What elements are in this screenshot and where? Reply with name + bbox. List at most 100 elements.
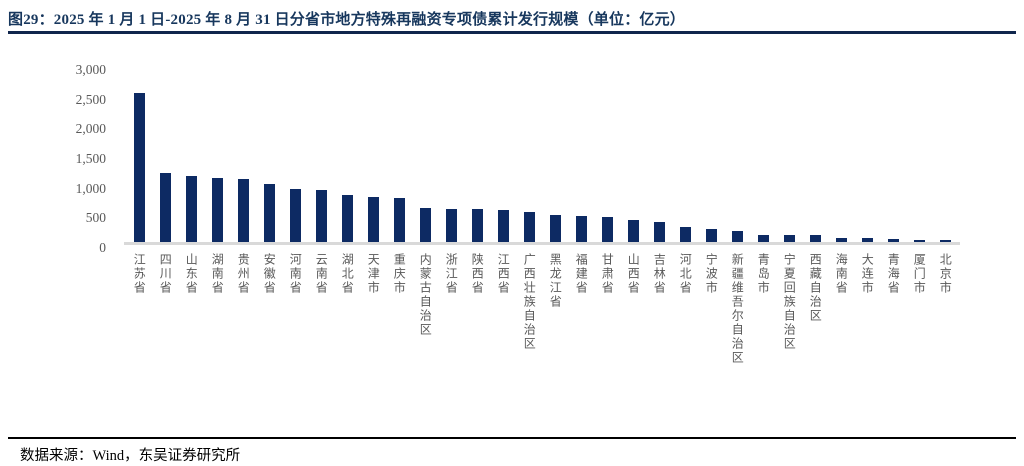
x-tick-label: 湖北省 [340, 253, 355, 295]
y-tick-label: 0 [99, 240, 106, 255]
x-tick-label: 山东省 [184, 253, 199, 295]
x-label-column: 四川省 [152, 253, 178, 365]
x-tick-label: 安徽省 [262, 253, 277, 295]
x-tick-label: 黑龙江省 [548, 253, 563, 309]
x-label-column: 宁夏回族自治区 [776, 253, 802, 365]
x-tick-label: 青海省 [886, 253, 901, 295]
bar-重庆市 [393, 197, 405, 242]
bar-column [620, 67, 646, 242]
x-tick-label: 海南省 [834, 253, 849, 295]
y-tick-label: 3,000 [75, 62, 106, 77]
bar-column [516, 67, 542, 242]
bar-宁夏回族自治区 [783, 235, 795, 242]
x-tick-label: 四川省 [158, 253, 173, 295]
bar-column [646, 67, 672, 242]
bar-北京市 [939, 240, 951, 242]
bar-青海省 [887, 239, 899, 242]
bar-江西省 [497, 209, 509, 242]
bar-宁波市 [705, 228, 717, 242]
x-tick-label: 浙江省 [444, 253, 459, 295]
x-label-column: 浙江省 [438, 253, 464, 365]
bar-column [490, 67, 516, 242]
x-axis-labels: 江苏省 四川省 山东省 湖南省 贵州省 安徽省 河南省 云南省 湖北省 天津市 重庆市 内蒙古自治区浙… [124, 253, 960, 365]
bar-大连市 [861, 237, 873, 242]
bar-column [256, 67, 282, 242]
title-divider-line [8, 31, 1016, 34]
x-tick-label: 陕西省 [470, 253, 485, 295]
x-tick-label: 甘肃省 [600, 253, 615, 295]
bar-陕西省 [471, 208, 483, 242]
x-label-column: 河北省 [672, 253, 698, 365]
bar-column [906, 67, 932, 242]
bar-column [464, 67, 490, 242]
y-tick-label: 2,000 [75, 121, 106, 137]
bar-column [386, 67, 412, 242]
x-label-column: 山东省 [178, 253, 204, 365]
x-label-column: 湖北省 [334, 253, 360, 365]
bar-湖南省 [211, 177, 223, 242]
x-tick-label: 重庆市 [392, 253, 407, 295]
bar-西藏自治区 [809, 235, 821, 242]
bar-江苏省 [133, 93, 145, 242]
x-label-column: 海南省 [828, 253, 854, 365]
figure-title: 图29：2025 年 1 月 1 日-2025 年 8 月 31 日分省市地方特… [8, 12, 685, 28]
bar-column [412, 67, 438, 242]
bar-湖北省 [341, 195, 353, 242]
x-label-column: 青海省 [880, 253, 906, 365]
bar-column [880, 67, 906, 242]
x-tick-label: 河北省 [678, 253, 693, 295]
bar-四川省 [159, 173, 171, 242]
bar-安徽省 [263, 183, 275, 242]
bar-河北省 [679, 227, 691, 242]
bar-column [802, 67, 828, 242]
x-tick-label: 内蒙古自治区 [418, 253, 433, 337]
y-tick-label: 2,500 [75, 91, 106, 107]
x-label-column: 湖南省 [204, 253, 230, 365]
x-label-column: 河南省 [282, 253, 308, 365]
y-tick-label: 1,500 [75, 151, 106, 166]
x-tick-label: 青岛市 [756, 253, 771, 295]
bar-column [672, 67, 698, 242]
bar-甘肃省 [601, 217, 613, 242]
x-label-column: 山西省 [620, 253, 646, 365]
data-source-note: 数据来源：Wind，东吴证券研究所 [20, 448, 241, 464]
bar-column [438, 67, 464, 242]
footer-divider-line [8, 437, 1016, 439]
bar-column [152, 67, 178, 242]
bar-厦门市 [913, 240, 925, 242]
x-label-column: 广西壮族自治区 [516, 253, 542, 365]
bar-column [542, 67, 568, 242]
bar-column [724, 67, 750, 242]
x-tick-label: 西藏自治区 [808, 253, 823, 323]
x-tick-label: 宁波市 [704, 253, 719, 295]
bar-column [594, 67, 620, 242]
plot-area [124, 67, 960, 245]
bar-column [204, 67, 230, 242]
x-label-column: 厦门市 [906, 253, 932, 365]
bar-云南省 [315, 189, 327, 242]
bar-column [178, 67, 204, 242]
bar-天津市 [367, 196, 379, 242]
x-label-column: 吉林省 [646, 253, 672, 365]
bar-column [334, 67, 360, 242]
x-tick-label: 吉林省 [652, 253, 667, 295]
x-tick-label: 新疆维吾尔自治区 [730, 253, 745, 365]
x-label-column: 西藏自治区 [802, 253, 828, 365]
y-tick-label: 1,000 [75, 180, 106, 196]
x-tick-label: 宁夏回族自治区 [782, 253, 797, 351]
x-tick-label: 厦门市 [912, 253, 927, 295]
bar-广西壮族自治区 [523, 212, 535, 242]
x-label-column: 贵州省 [230, 253, 256, 365]
bar-福建省 [575, 215, 587, 242]
y-axis: 0 500 1,000 1,500 2,000 2,500 3,000 [40, 62, 106, 255]
x-label-column: 安徽省 [256, 253, 282, 365]
x-tick-label: 北京市 [938, 253, 953, 295]
bar-新疆维吾尔自治区 [731, 230, 743, 242]
x-tick-label: 河南省 [288, 253, 303, 295]
x-label-column: 天津市 [360, 253, 386, 365]
bar-黑龙江省 [549, 214, 561, 242]
x-tick-label: 大连市 [860, 253, 875, 295]
x-tick-label: 广西壮族自治区 [522, 253, 537, 351]
x-tick-label: 天津市 [366, 253, 381, 295]
x-label-column: 重庆市 [386, 253, 412, 365]
